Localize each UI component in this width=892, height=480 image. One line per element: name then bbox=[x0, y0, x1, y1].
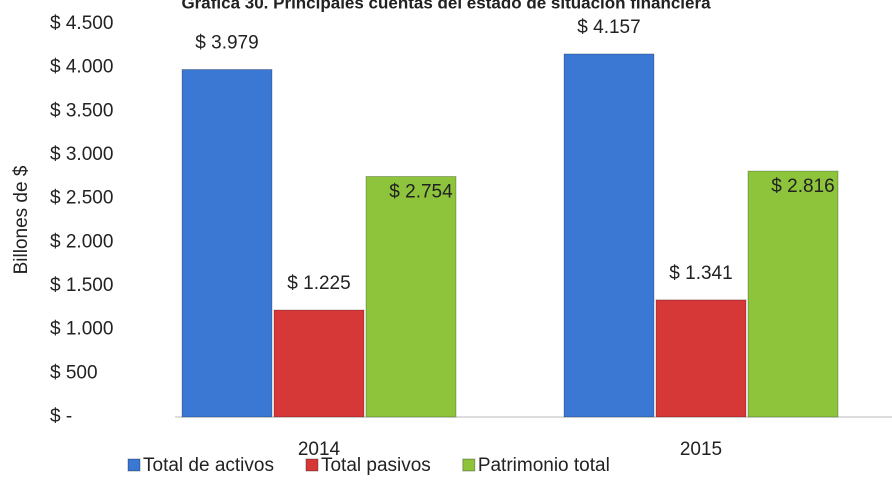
y-tick-label: $ 2.000 bbox=[50, 231, 113, 252]
legend-swatch bbox=[305, 458, 319, 472]
legend-label: Total pasivos bbox=[321, 455, 431, 476]
y-tick-label: $ 3.500 bbox=[50, 100, 113, 121]
data-label: $ 1.341 bbox=[669, 263, 732, 284]
data-label: $ 1.225 bbox=[287, 273, 350, 294]
y-axis-label: Billones de $ bbox=[11, 165, 32, 274]
legend-swatch bbox=[462, 458, 476, 472]
y-tick-label: $ 1.000 bbox=[50, 319, 113, 340]
bar bbox=[365, 175, 457, 418]
y-tick-label: $ 4.000 bbox=[50, 57, 113, 78]
legend-label: Patrimonio total bbox=[478, 455, 610, 476]
bar bbox=[181, 69, 273, 418]
data-label: $ 2.754 bbox=[389, 181, 453, 202]
bar bbox=[747, 170, 839, 418]
bar bbox=[655, 299, 747, 418]
legend-label: Total de activos bbox=[143, 455, 274, 476]
legend-swatch bbox=[127, 458, 141, 472]
y-tick-label: $ 500 bbox=[50, 362, 98, 383]
bar bbox=[563, 53, 655, 418]
y-tick-label: $ 2.500 bbox=[50, 188, 113, 209]
chart-title: Gráfica 30. Principales cuentas del esta… bbox=[181, 0, 711, 12]
x-tick-label: 2015 bbox=[680, 439, 722, 460]
x-tick-label: 2014 bbox=[298, 439, 341, 460]
y-tick-label: $ - bbox=[50, 406, 72, 427]
y-tick-label: $ 3.000 bbox=[50, 144, 113, 165]
data-label: $ 3.979 bbox=[195, 33, 258, 54]
data-label: $ 2.816 bbox=[771, 176, 834, 197]
y-tick-label: $ 4.500 bbox=[50, 13, 113, 34]
data-label: $ 4.157 bbox=[577, 17, 640, 38]
bar bbox=[273, 309, 365, 418]
y-tick-label: $ 1.500 bbox=[50, 275, 113, 296]
